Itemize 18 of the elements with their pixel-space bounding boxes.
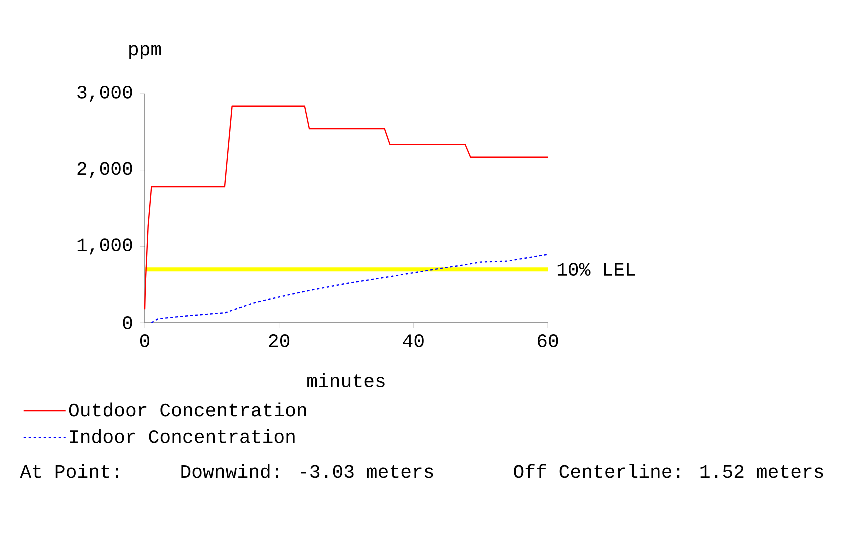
- text: Downwind: -3.03 meters: [182, 464, 434, 478]
- y-tick-label: 3,000: [78, 86, 132, 102]
- x-axis-title: minutes: [308, 374, 385, 388]
- x-tick-label: 20: [269, 334, 290, 348]
- legend-label: Indoor Concentration: [70, 429, 295, 444]
- ref-line-label: 10% LEL: [558, 263, 636, 276]
- text: Off Centerline: 1.52 meters: [514, 464, 824, 478]
- text: At Point:: [20, 464, 118, 478]
- x-tick-label: 60: [538, 334, 558, 348]
- legend-label: Outdoor Concentration: [69, 402, 306, 417]
- y-axis-title: ppm: [130, 45, 162, 60]
- x-tick-label: 0: [140, 334, 150, 348]
- y-tick-label: 2,000: [78, 162, 132, 178]
- x-tick-label: 40: [403, 334, 424, 348]
- line-series: [144, 106, 549, 310]
- line-series: [151, 254, 549, 324]
- y-tick-label: 1,000: [78, 238, 132, 255]
- y-tick-label: 0: [123, 316, 132, 330]
